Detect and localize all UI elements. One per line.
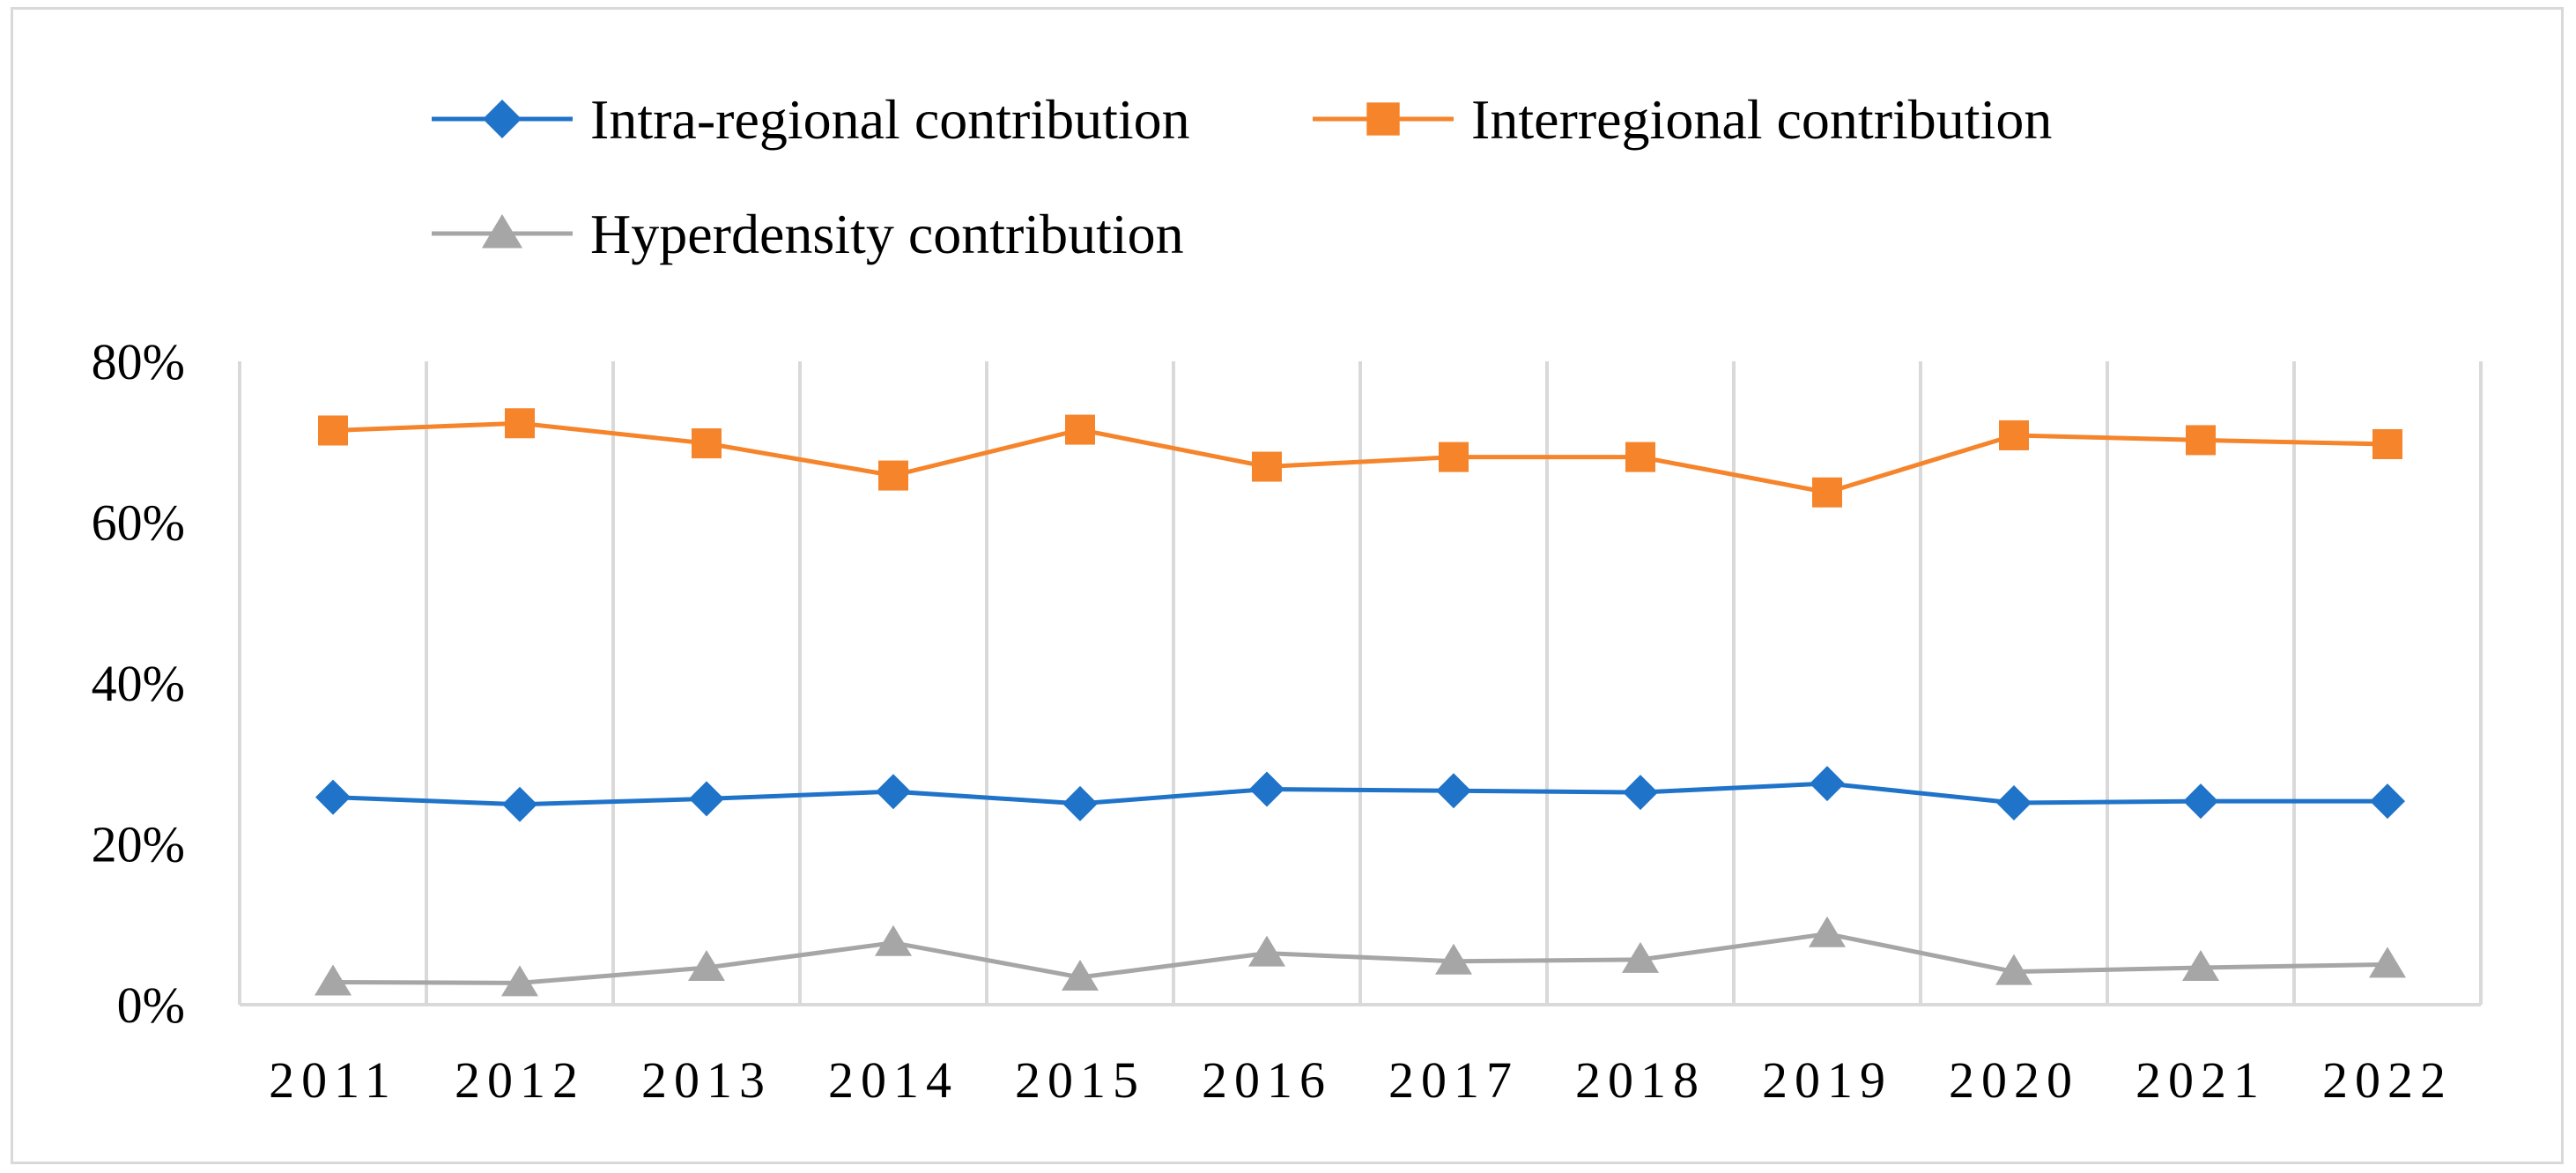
data-point-marker xyxy=(1062,959,1099,991)
series-hyperdensity-contribution xyxy=(315,916,2406,997)
legend-item: Hyperdensity contribution xyxy=(432,203,1184,265)
legend-item: Intra-regional contribution xyxy=(432,88,1190,151)
data-point-marker xyxy=(315,964,352,996)
data-point-marker xyxy=(689,781,724,817)
x-tick-label: 2011 xyxy=(269,1051,397,1109)
data-point-marker xyxy=(483,100,522,138)
data-point-marker xyxy=(1995,954,2032,985)
data-point-marker xyxy=(2370,783,2405,820)
x-tick-label: 2019 xyxy=(1762,1051,1892,1109)
data-point-marker xyxy=(318,415,348,446)
data-point-marker xyxy=(501,965,538,997)
y-tick-label: 40% xyxy=(92,655,185,712)
series-line xyxy=(332,932,2388,985)
data-point-marker xyxy=(1435,943,1472,975)
data-point-marker xyxy=(481,214,523,249)
data-point-marker xyxy=(878,460,908,491)
data-point-marker xyxy=(1252,451,1282,482)
data-point-marker xyxy=(1999,419,2029,450)
data-point-marker xyxy=(1623,775,1658,811)
data-point-marker xyxy=(692,428,722,459)
data-point-marker xyxy=(1439,442,1469,472)
legend: Intra-regional contribution Interregional… xyxy=(432,88,2052,265)
x-tick-label: 2020 xyxy=(1949,1051,2079,1109)
data-point-marker xyxy=(315,779,351,815)
data-point-marker xyxy=(688,950,725,982)
data-point-marker xyxy=(505,408,535,439)
data-point-marker xyxy=(875,924,912,956)
data-point-marker xyxy=(2186,425,2216,456)
x-tick-label: 2016 xyxy=(1202,1051,1332,1109)
legend-item: Interregional contribution xyxy=(1313,88,2052,151)
data-point-marker xyxy=(1812,477,1842,508)
x-tick-label: 2022 xyxy=(2322,1051,2453,1109)
data-point-marker xyxy=(1436,773,1471,809)
y-tick-label: 20% xyxy=(92,816,185,873)
y-tick-label: 80% xyxy=(92,333,185,390)
data-point-marker xyxy=(2182,950,2219,982)
x-tick-label: 2017 xyxy=(1388,1051,1519,1109)
series-line xyxy=(332,781,2387,807)
legend-label: Hyperdensity contribution xyxy=(590,203,1184,265)
data-point-marker xyxy=(2372,428,2402,459)
x-tick-label: 2018 xyxy=(1575,1051,1706,1109)
data-point-marker xyxy=(1809,916,1846,947)
series-intra-regional-contribution xyxy=(315,766,2405,822)
data-point-marker xyxy=(1065,414,1095,445)
y-tick-label: 60% xyxy=(92,494,185,552)
data-point-marker xyxy=(1248,935,1285,967)
data-point-marker xyxy=(502,786,537,822)
x-tick-label: 2021 xyxy=(2136,1051,2266,1109)
x-axis: 2011 2012 2013 2014 2015 2016 2017 2018 2019 2020… xyxy=(269,1051,2453,1109)
grid-lines xyxy=(238,361,2483,1005)
y-axis: 0% 20% 40% 60% 80% xyxy=(92,333,185,1034)
data-point-marker xyxy=(2183,783,2218,820)
data-point-marker xyxy=(1810,766,1845,802)
data-point-marker xyxy=(1622,941,1659,973)
series-line xyxy=(332,420,2388,495)
legend-label: Interregional contribution xyxy=(1471,88,2052,151)
legend-label: Intra-regional contribution xyxy=(590,88,1190,151)
data-point-marker xyxy=(1366,102,1400,136)
x-tick-label: 2015 xyxy=(1015,1051,1145,1109)
x-tick-label: 2012 xyxy=(455,1051,585,1109)
data-point-marker xyxy=(876,774,911,810)
data-point-marker xyxy=(1249,771,1284,807)
x-tick-label: 2014 xyxy=(828,1051,959,1109)
x-tick-label: 2013 xyxy=(641,1051,772,1109)
data-point-marker xyxy=(1996,784,2032,820)
data-point-marker xyxy=(1062,785,1098,821)
data-point-marker xyxy=(2369,947,2406,978)
chart-frame xyxy=(11,7,2564,1164)
y-tick-label: 0% xyxy=(117,976,185,1034)
data-point-marker xyxy=(1625,442,1655,472)
series-interregional-contribution xyxy=(318,408,2402,508)
